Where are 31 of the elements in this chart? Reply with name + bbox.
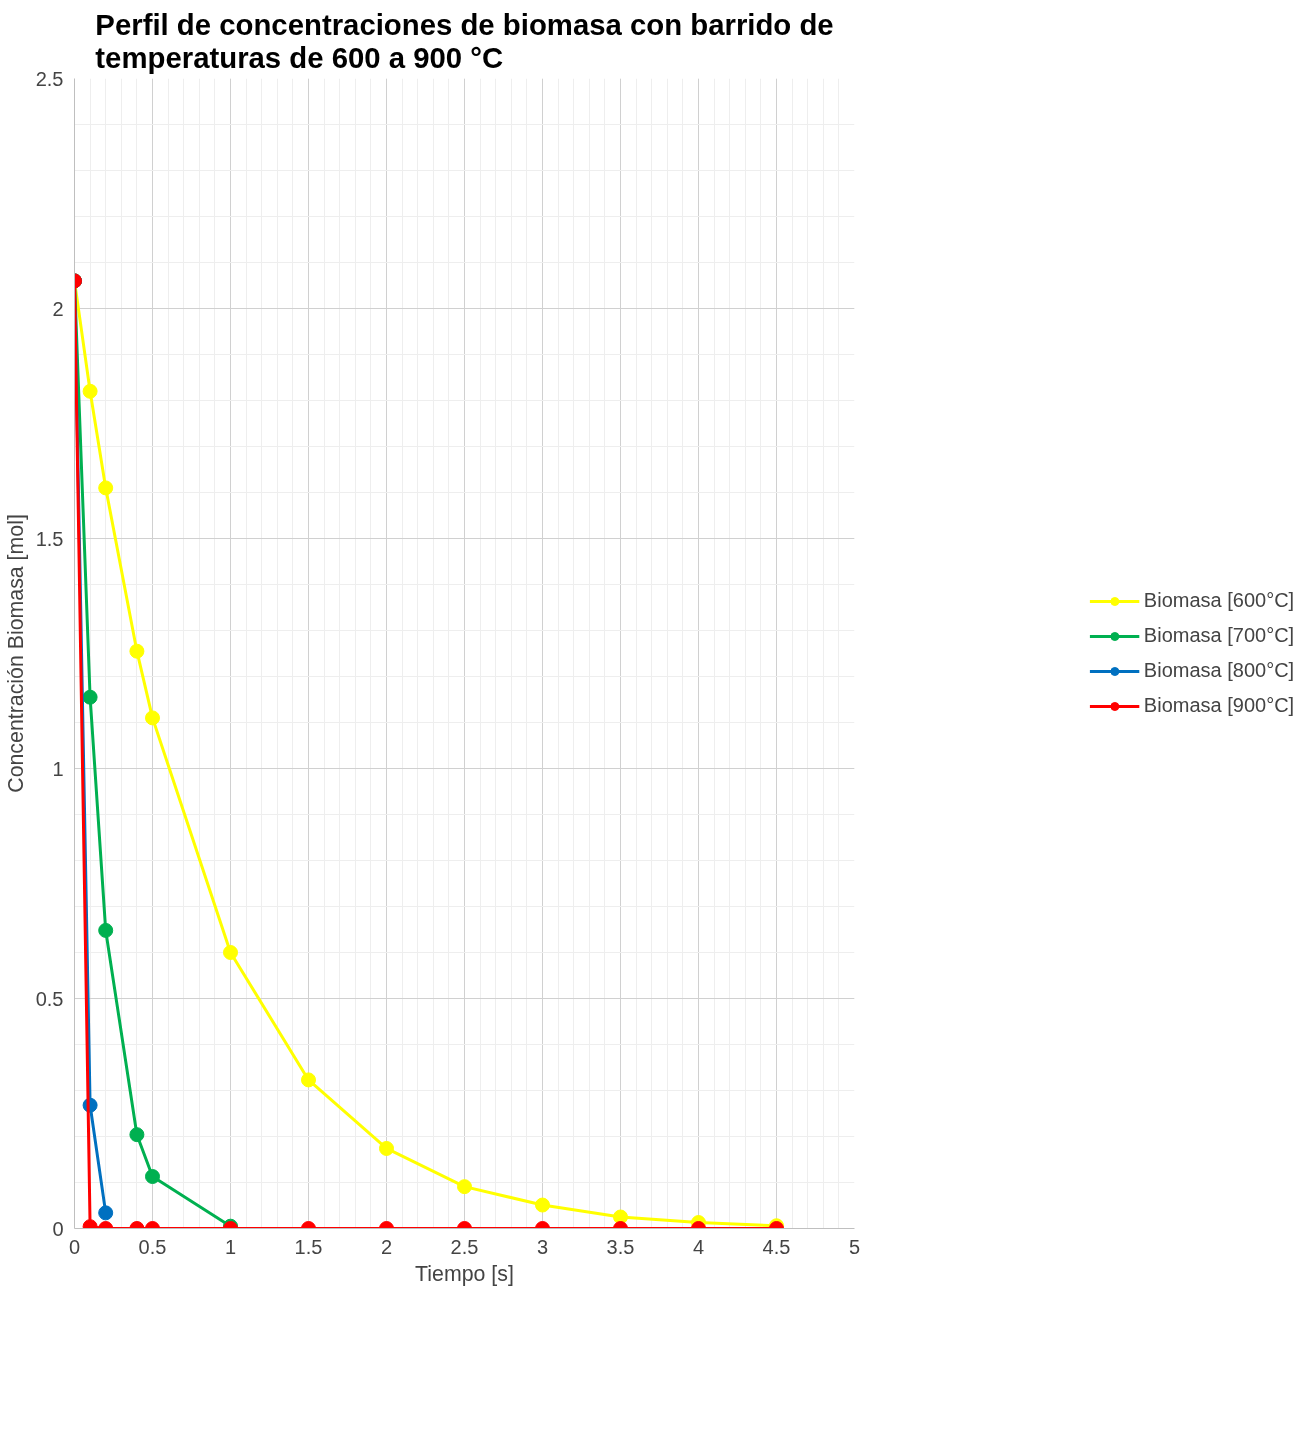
x-tick-label: 4 bbox=[692, 1235, 705, 1258]
x-tick-label: 0.5 bbox=[138, 1235, 167, 1258]
point bbox=[98, 922, 114, 938]
legend-label: Biomasa [700°C] bbox=[1143, 624, 1295, 647]
x-tick-label: 2 bbox=[380, 1235, 393, 1258]
x-tick-label: 1.5 bbox=[294, 1235, 323, 1258]
y-tick-label: 0.5 bbox=[35, 987, 64, 1010]
x-tick-label: 3 bbox=[536, 1235, 549, 1258]
y-tick-label: 1 bbox=[52, 757, 64, 780]
y-tick-label: 0 bbox=[52, 1217, 64, 1240]
legend-label: Biomasa [600°C] bbox=[1143, 589, 1295, 612]
point bbox=[98, 480, 114, 496]
point bbox=[145, 710, 160, 726]
x-tick-label: 3.5 bbox=[606, 1235, 635, 1258]
x-axis-title: Tiempo [s] bbox=[415, 1261, 514, 1286]
point bbox=[223, 945, 238, 960]
point bbox=[129, 643, 145, 659]
y-tick-label: 2 bbox=[52, 297, 64, 320]
y-tick-label: 2.5 bbox=[35, 67, 64, 90]
point bbox=[82, 383, 98, 399]
x-tick-label: 1 bbox=[224, 1235, 237, 1258]
x-tick-label: 5 bbox=[848, 1235, 861, 1258]
legend-label: Biomasa [900°C] bbox=[1143, 694, 1295, 717]
legend-label: Biomasa [800°C] bbox=[1143, 659, 1295, 682]
y-axis-title: Concentración Biomasa [mol] bbox=[3, 514, 28, 793]
x-tick-label: 2.5 bbox=[450, 1235, 479, 1258]
x-tick-label: 4.5 bbox=[762, 1235, 791, 1258]
chart-title: Perfil de concentraciones de biomasa con barrido de temperaturas de 600 a 900 °C bbox=[95, 7, 834, 74]
y-tick-label: 1.5 bbox=[35, 527, 64, 550]
point bbox=[82, 689, 98, 705]
x-tick-label: 0 bbox=[68, 1235, 81, 1258]
